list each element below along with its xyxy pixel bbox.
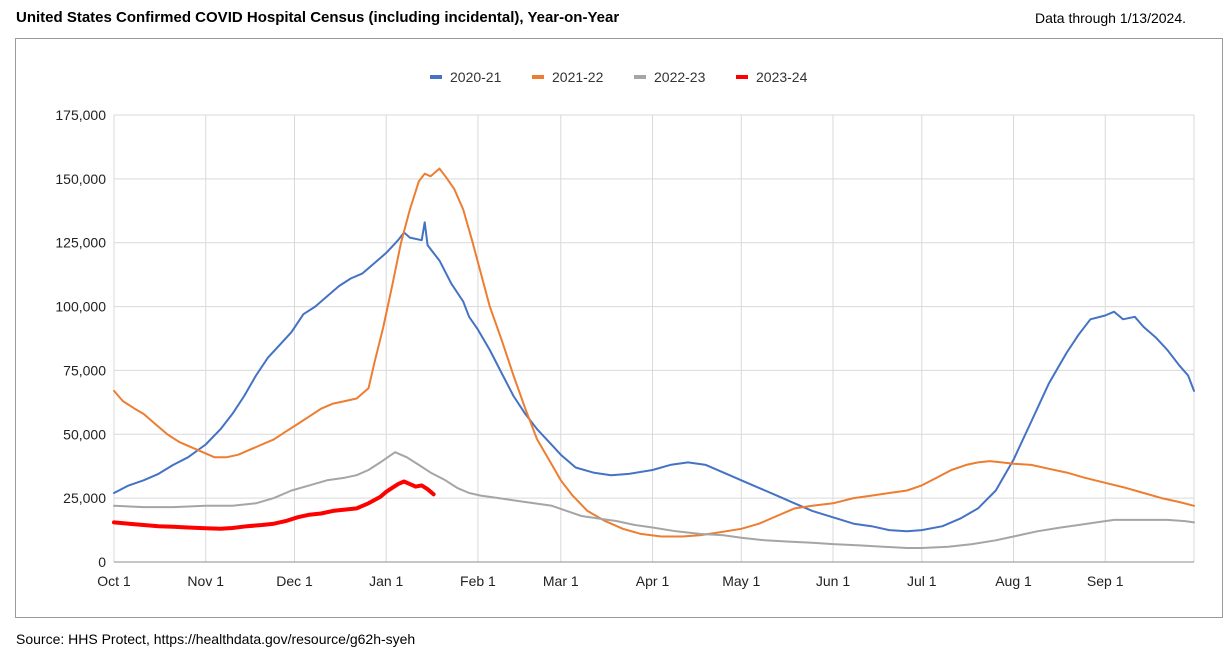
legend-label-2022-23: 2022-23 — [654, 69, 706, 85]
series-line-2020-21 — [113, 221, 1195, 533]
y-tick-label: 50,000 — [63, 426, 106, 442]
x-tick-label: Sep 1 — [1087, 573, 1124, 589]
x-tick-label: Nov 1 — [187, 573, 224, 589]
x-tick-label: May 1 — [722, 573, 760, 589]
chart-frame: 0 25,000 50,000 75,000 100,000 125,000 150,000… — [15, 38, 1223, 618]
page-title: United States Confirmed COVID Hospital C… — [16, 9, 620, 26]
y-tick-label: 25,000 — [63, 490, 106, 506]
data-through-note: Data through 1/13/2024. — [1034, 10, 1186, 26]
source-note: Source: HHS Protect, https://healthdata.… — [16, 631, 416, 647]
series-line-2022-23 — [113, 451, 1195, 549]
y-tick-label: 125,000 — [55, 235, 106, 251]
legend-label-2023-24: 2023-24 — [756, 69, 808, 85]
x-tick-label: Mar 1 — [543, 573, 579, 589]
y-tick-label: 75,000 — [63, 362, 106, 378]
x-tick-label: Feb 1 — [460, 573, 496, 589]
y-tick-label: 150,000 — [55, 171, 106, 187]
line-chart: 0 25,000 50,000 75,000 100,000 125,000 150,000… — [55, 69, 1195, 589]
x-tick-label: Aug 1 — [995, 573, 1032, 589]
x-tick-label: Jun 1 — [816, 573, 850, 589]
y-tick-label: 100,000 — [55, 299, 106, 315]
legend-label-2020-21: 2020-21 — [450, 69, 502, 85]
series-line-2023-24 — [112, 479, 436, 531]
y-tick-label: 0 — [98, 554, 106, 570]
x-tick-label: Apr 1 — [636, 573, 670, 589]
series-line-2021-22 — [113, 167, 1195, 538]
x-tick-label: Dec 1 — [276, 573, 313, 589]
legend-label-2021-22: 2021-22 — [552, 69, 604, 85]
y-tick-label: 175,000 — [55, 107, 106, 123]
x-tick-label: Jul 1 — [907, 573, 937, 589]
x-tick-label: Oct 1 — [97, 573, 131, 589]
x-tick-label: Jan 1 — [369, 573, 403, 589]
